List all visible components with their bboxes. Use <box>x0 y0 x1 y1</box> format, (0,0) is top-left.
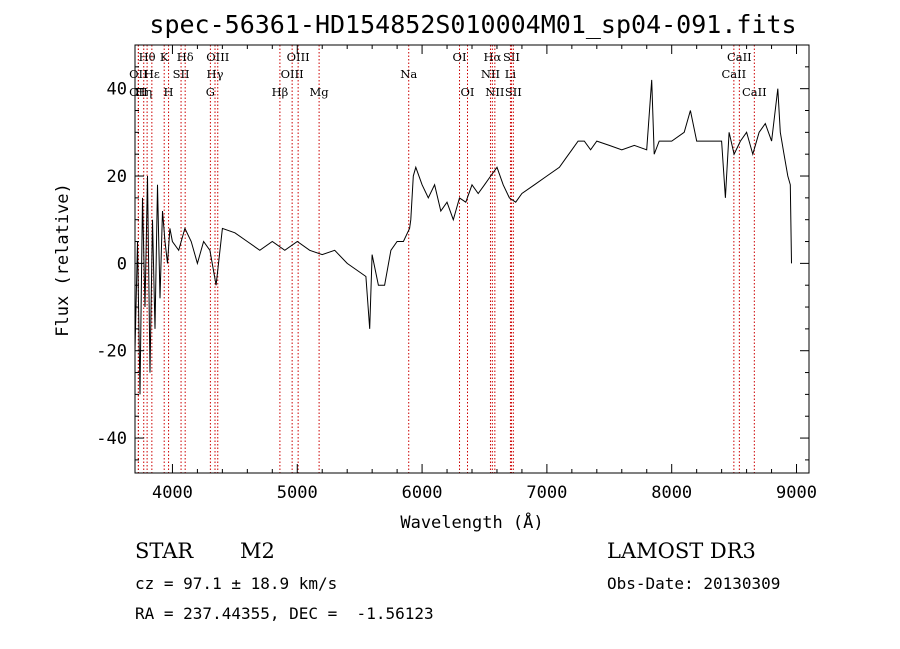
spectrum-series-line <box>134 79 792 395</box>
line-marker-label-18: OI <box>461 85 475 99</box>
line-marker-label-24: SII <box>505 85 522 99</box>
line-marker-label-25: CaII <box>727 50 752 64</box>
line-marker-label-13: OIII <box>287 50 310 64</box>
line-marker-label-5: K <box>160 50 169 64</box>
x-tick-label-4: 8000 <box>651 483 692 503</box>
x-tick-label-3: 7000 <box>526 483 567 503</box>
line-marker-label-0: Hθ <box>139 50 156 64</box>
y-tick-label-0: -40 <box>96 429 127 449</box>
y-axis-label: Flux (relative) <box>53 183 73 337</box>
cz-value: cz = 97.1 ± 18.9 km/s <box>135 574 338 593</box>
x-tick-label-0: 4000 <box>152 483 193 503</box>
subclass-label: M2 <box>240 539 275 563</box>
y-tick-label-2: 0 <box>117 254 127 274</box>
line-marker-label-10: Hγ <box>207 67 224 81</box>
line-marker-label-14: OIII <box>281 67 304 81</box>
line-marker-label-17: OI <box>453 50 467 64</box>
line-marker-label-3: Hε <box>144 67 160 81</box>
x-tick-label-2: 6000 <box>402 483 443 503</box>
obs-date: Obs-Date: 20130309 <box>607 574 781 593</box>
line-marker-label-27: CaII <box>742 85 767 99</box>
line-marker-label-7: SII <box>173 67 190 81</box>
line-marker-label-15: Mg <box>310 85 330 99</box>
axis-ticks: 4000 5000 6000 7000 8000 9000 -40 -20 0 20 40 <box>96 45 817 503</box>
chart-title: spec-56361-HD154852S010004M01_sp04-091.f… <box>149 10 796 39</box>
line-marker-label-12: Hβ <box>272 85 289 99</box>
y-tick-label-3: 20 <box>107 167 127 187</box>
x-tick-label-5: 9000 <box>776 483 817 503</box>
y-tick-label-1: -20 <box>96 342 127 362</box>
class-label: STAR <box>135 539 194 563</box>
line-marker-label-21: NII <box>485 85 504 99</box>
line-marker-label-9: OIII <box>206 50 229 64</box>
line-marker-label-11: G <box>206 85 215 99</box>
line-marker-label-16: Na <box>400 67 417 81</box>
line-marker-label-6: H <box>164 85 174 99</box>
line-marker-label-20: NII <box>481 67 500 81</box>
line-marker-label-23: Li <box>505 67 517 81</box>
plot-frame <box>134 44 810 474</box>
line-marker-label-8: Hδ <box>177 50 194 64</box>
line-marker-label-4: Hη <box>135 85 152 99</box>
line-marker-label-26: CaII <box>721 67 746 81</box>
x-axis-label: Wavelength (Å) <box>400 511 543 533</box>
line-marker-label-22: SII <box>503 50 520 64</box>
survey-label: LAMOST DR3 <box>607 539 756 563</box>
coordinates: RA = 237.44355, DEC = -1.56123 <box>135 604 434 623</box>
line-marker-label-19: Hα <box>483 50 501 64</box>
y-tick-label-4: 40 <box>107 80 127 100</box>
x-tick-label-1: 5000 <box>277 483 318 503</box>
